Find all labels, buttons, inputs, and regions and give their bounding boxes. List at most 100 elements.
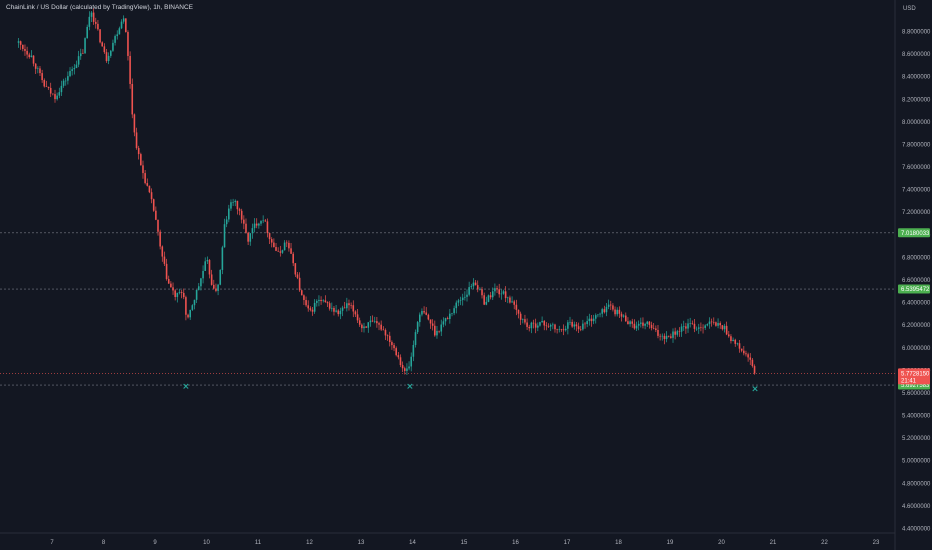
candle-body [719, 323, 722, 326]
candle-body [341, 307, 344, 311]
candle-body [60, 85, 63, 93]
candle-body [240, 210, 243, 220]
current-price-label: 5.7728150 [901, 371, 930, 377]
candle-body [670, 336, 672, 338]
candle-body [206, 260, 209, 262]
candle-body [751, 359, 754, 367]
candle-body [58, 92, 61, 96]
candle-body [609, 304, 612, 306]
y-tick-label: 5.2000000 [902, 436, 931, 442]
candle-body [590, 318, 593, 322]
candle-body [487, 295, 490, 302]
candle-body [195, 289, 198, 300]
candle-body [337, 310, 340, 315]
candle-body [120, 21, 123, 29]
candle-body [350, 305, 352, 306]
candle-body [543, 320, 546, 326]
candle-body [225, 219, 228, 225]
candle-body [75, 64, 78, 69]
candle-body [592, 318, 595, 322]
y-tick-label: 4.8000000 [902, 481, 931, 487]
candle-body [142, 165, 144, 174]
candle-body [320, 299, 322, 302]
candle-body [504, 291, 507, 299]
candle-body [459, 299, 462, 301]
candle-body [717, 323, 719, 326]
candle-body [691, 323, 694, 324]
candle-body [386, 335, 389, 337]
candle-body [67, 76, 69, 81]
candle-body [182, 292, 185, 298]
candle-body [118, 28, 121, 35]
candle-body [281, 250, 284, 253]
candle-body [148, 185, 151, 193]
candle-body [534, 323, 537, 328]
candle-body [56, 95, 58, 100]
x-tick-label: 7 [50, 540, 54, 546]
candle-body [64, 80, 67, 82]
y-tick-label: 6.0000000 [902, 346, 931, 352]
candle-body [444, 318, 447, 322]
candle-body [682, 326, 685, 327]
candle-body [333, 307, 335, 312]
low-marker: × [182, 382, 190, 392]
x-tick-label: 20 [718, 540, 725, 546]
candle-body [174, 290, 176, 297]
candle-body [732, 339, 734, 341]
y-tick-label: 7.6000000 [902, 165, 931, 171]
candle-body [672, 331, 674, 338]
candle-body [369, 320, 372, 323]
candle-body [635, 325, 638, 329]
candle-body [94, 21, 97, 24]
y-tick-label: 6.4000000 [902, 301, 931, 307]
candle-body [140, 154, 142, 166]
low-marker: × [406, 382, 414, 392]
candle-body [176, 292, 179, 297]
candle-body [597, 314, 599, 316]
x-tick-label: 11 [255, 540, 262, 546]
candle-body [358, 320, 361, 325]
candle-body [740, 348, 743, 351]
candle-body [627, 321, 629, 325]
candle-body [466, 294, 468, 297]
candle-body [541, 320, 543, 323]
candle-body [335, 310, 337, 312]
candle-body [498, 289, 500, 295]
x-tick-label: 9 [153, 540, 157, 546]
candle-body [22, 44, 24, 49]
candle-body [676, 331, 679, 335]
candle-body [97, 23, 99, 30]
x-tick-label: 13 [358, 540, 365, 546]
candle-body [264, 220, 267, 222]
candle-body [331, 307, 333, 309]
candle-body [408, 366, 410, 369]
candle-body [258, 223, 260, 226]
candle-body [582, 323, 584, 330]
candle-body [506, 297, 509, 299]
candle-body [41, 73, 43, 81]
candle-body [547, 326, 550, 327]
candle-body [753, 366, 756, 374]
candle-body [622, 315, 625, 317]
x-tick-label: 17 [564, 540, 571, 546]
candle-body [438, 330, 440, 332]
candle-body [734, 339, 737, 344]
candle-body [479, 289, 481, 290]
candle-body [685, 326, 687, 329]
candle-body [77, 56, 80, 65]
candle-body [163, 256, 166, 264]
candle-body [251, 228, 254, 234]
candle-body [403, 368, 406, 371]
candle-body [747, 354, 749, 358]
candle-body [129, 55, 131, 84]
x-tick-label: 23 [873, 540, 880, 546]
candle-body [564, 328, 567, 331]
candle-body [661, 335, 664, 337]
candle-body [219, 269, 222, 285]
candle-body [52, 93, 54, 95]
candle-body [697, 327, 700, 329]
candle-body [343, 307, 346, 309]
candle-body [275, 247, 277, 251]
candle-body [309, 308, 312, 310]
